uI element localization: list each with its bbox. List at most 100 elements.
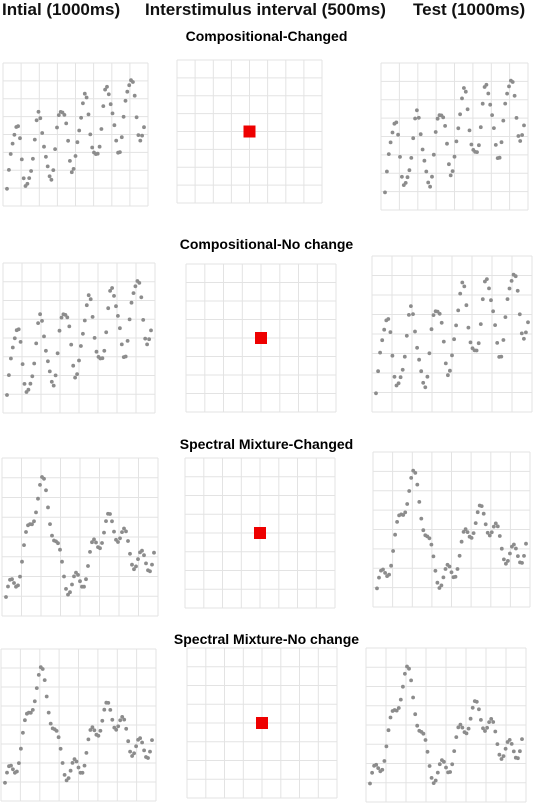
fixation-square-icon <box>256 717 268 729</box>
stimulus-point <box>100 356 105 361</box>
stimulus-point <box>411 136 416 141</box>
stimulus-point <box>435 116 440 121</box>
stimulus-point <box>102 530 106 535</box>
stimulus-point <box>18 136 22 141</box>
stimulus-point <box>485 530 490 535</box>
stimulus-point <box>476 341 481 346</box>
stimulus-point <box>446 373 450 378</box>
stimulus-point <box>74 759 79 764</box>
stimulus-point <box>461 530 466 534</box>
stimulus-point <box>481 511 486 516</box>
stimulus-point <box>429 776 434 780</box>
stimulus-point <box>30 522 34 527</box>
header-test: Test (1000ms) <box>413 0 526 19</box>
stimulus-point <box>437 311 442 316</box>
stimulus-point <box>465 107 470 112</box>
stimulus-point <box>100 718 105 723</box>
stimulus-point <box>407 168 412 173</box>
stimulus-point <box>396 381 401 386</box>
stimulus-point <box>102 348 107 353</box>
stimulus-point <box>142 748 147 753</box>
stimulus-point <box>18 340 23 344</box>
stimulus-point <box>44 488 48 493</box>
stimulus-point <box>96 733 101 738</box>
stimulus-point <box>505 91 509 96</box>
stimulus-point <box>44 694 49 699</box>
stimulus-point <box>32 137 37 142</box>
stimulus-point <box>9 356 13 361</box>
stimulus-point <box>456 126 461 131</box>
stimulus-point <box>16 583 20 588</box>
stimulus-point <box>429 327 434 332</box>
stimulus-point <box>42 144 46 149</box>
stimulus-point <box>139 295 144 300</box>
stimulus-point <box>90 540 94 545</box>
stimulus-point <box>488 102 493 107</box>
stimulus-point <box>491 720 496 724</box>
stimulus-point <box>400 367 405 372</box>
stimulus-point <box>119 342 124 347</box>
stimulus-point <box>112 294 116 298</box>
stimulus-point <box>47 174 52 179</box>
stimulus-point <box>110 111 115 116</box>
stimulus-point <box>54 729 59 733</box>
stimulus-point <box>394 708 399 713</box>
grid-lines <box>0 648 157 802</box>
stimulus-point <box>122 717 127 722</box>
stimulus-point <box>403 181 408 185</box>
stimulus-point <box>450 762 455 767</box>
stimulus-point <box>383 571 387 575</box>
stimulus-point <box>44 154 48 159</box>
stimulus-point <box>4 595 8 599</box>
stimulus-point <box>402 354 407 359</box>
stimulus-point <box>385 169 389 174</box>
stimulus-point <box>149 328 153 333</box>
stimulus-point <box>374 762 379 767</box>
stimulus-point <box>478 322 483 326</box>
stimulus-point <box>524 541 528 546</box>
stimulus-point <box>421 380 426 385</box>
stimulus-points <box>374 272 530 396</box>
stimulus-point <box>80 770 85 775</box>
stimulus-point <box>381 567 385 572</box>
stimulus-point <box>108 102 113 107</box>
stimulus-point <box>118 718 123 723</box>
stimulus-point <box>487 533 492 538</box>
stimulus-point <box>417 357 421 362</box>
stimulus-point <box>413 471 418 475</box>
stimulus-point <box>431 152 436 157</box>
stimulus-point <box>431 313 436 317</box>
stimulus-point <box>134 564 138 569</box>
stimulus-point <box>380 767 385 772</box>
stimulus-point <box>474 348 479 353</box>
stimulus-point <box>467 128 472 133</box>
stimulus-point <box>55 351 60 356</box>
stimulus-point <box>493 521 498 526</box>
stimulus-point <box>143 336 148 341</box>
stimulus-point <box>386 728 391 733</box>
stimulus-point <box>132 751 137 756</box>
stimulus-point <box>7 373 11 377</box>
stimulus-point <box>487 720 491 724</box>
stimulus-point <box>517 312 522 317</box>
stimulus-points <box>3 665 154 785</box>
stimulus-point <box>29 169 33 173</box>
stimulus-point <box>489 530 494 535</box>
stimulus-point <box>124 726 129 731</box>
stimulus-point <box>50 533 54 538</box>
stimulus-point <box>106 92 111 97</box>
stimulus-point <box>19 157 24 162</box>
stimulus-point <box>56 541 60 546</box>
stimulus-point <box>32 361 37 366</box>
stimulus-point <box>458 722 463 727</box>
stimulus-point <box>419 369 424 374</box>
test-stimulus-plot <box>380 62 529 211</box>
stimulus-point <box>448 368 452 373</box>
grid-lines <box>371 255 533 413</box>
stimulus-point <box>10 141 15 146</box>
stimulus-point <box>79 344 83 348</box>
stimulus-point <box>501 754 506 758</box>
stimulus-point <box>70 582 74 587</box>
stimulus-point <box>36 496 40 501</box>
stimulus-point <box>62 574 66 579</box>
